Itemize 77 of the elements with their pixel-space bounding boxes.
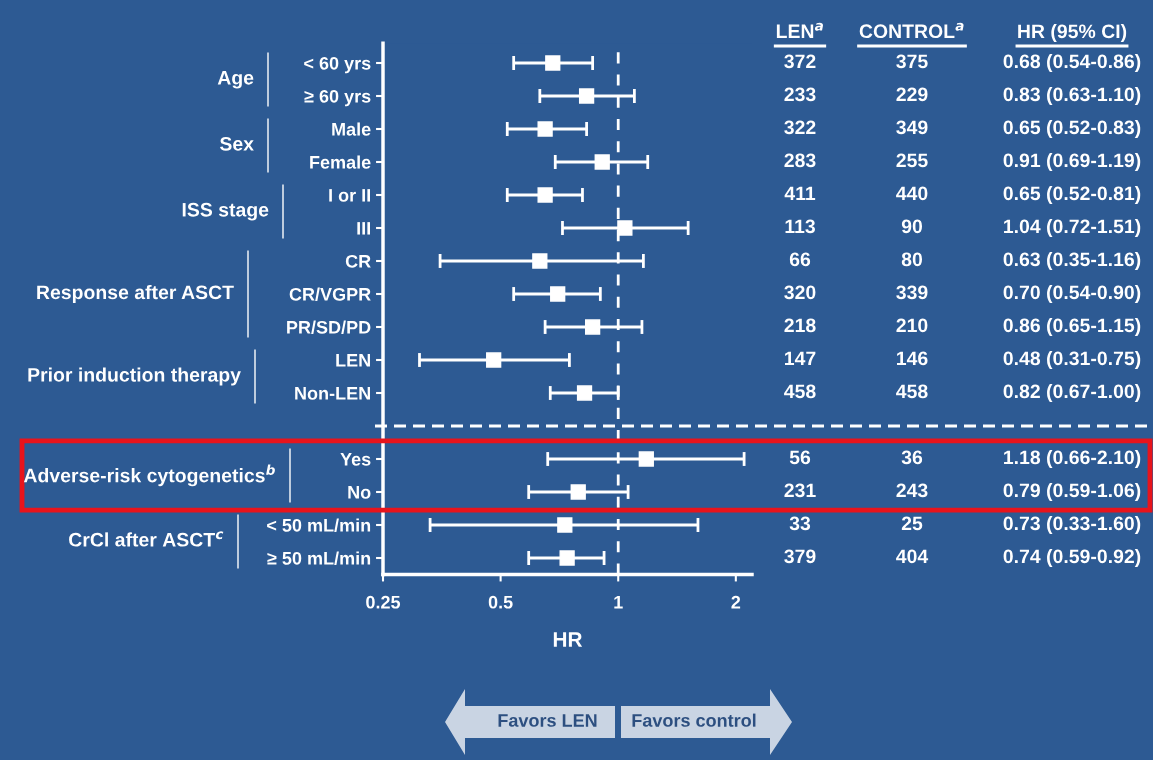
x-tick-label: 2 — [731, 595, 741, 609]
data-label: 0.91 (0.69-1.19) — [1003, 152, 1141, 172]
x-axis-title: HR — [553, 632, 583, 647]
data-label: 0.86 (0.65-1.15) — [1003, 317, 1141, 337]
text: 233 — [784, 87, 816, 102]
y-tick-label: CR — [345, 254, 371, 268]
text: 404 — [896, 549, 929, 564]
x-tick-label: 0.5 — [488, 595, 513, 609]
y-tick-label: < 60 yrs — [304, 56, 371, 74]
text: 243 — [896, 483, 928, 498]
y-tick-label: No — [348, 486, 371, 499]
text: 283 — [784, 153, 816, 168]
y-tick-label: ≥ 60 yrs — [304, 89, 371, 107]
text: 231 — [784, 483, 816, 498]
y-tick-label: Yes — [340, 453, 371, 466]
text: 113 — [785, 219, 815, 234]
text: Response after ASCT — [37, 284, 234, 304]
y-tick-label: Male — [332, 122, 371, 136]
text: 90 — [901, 219, 923, 234]
text: 147 — [785, 351, 816, 366]
text: 210 — [896, 318, 928, 333]
text: Age — [217, 71, 254, 89]
data-label: 0.65 (0.52-0.83) — [1003, 119, 1141, 139]
text: 218 — [784, 318, 816, 333]
text: LEN$^{a}$ — [776, 22, 823, 38]
text: CONTROL$^{a}$ — [859, 22, 964, 39]
text: HR (95% CI) — [1018, 23, 1127, 43]
text: Adverse-risk cytogenetics$^{b}$ — [23, 464, 275, 487]
text: 440 — [896, 186, 928, 201]
data-label: 0.83 (0.63-1.10) — [1003, 86, 1141, 106]
text: 255 — [896, 153, 928, 168]
text: 458 — [784, 384, 816, 399]
text: 411 — [784, 186, 816, 201]
y-tick-label: I or II — [329, 189, 370, 202]
text: 56 — [789, 450, 811, 465]
text: 66 — [789, 252, 811, 267]
data-label: 0.73 (0.33-1.60) — [1003, 515, 1141, 535]
text: Favors LEN — [498, 714, 597, 727]
text: 339 — [896, 285, 928, 300]
text: 33 — [789, 516, 811, 531]
data-label: 0.48 (0.31-0.75) — [1003, 350, 1141, 370]
y-tick-label: < 50 mL/min — [267, 518, 371, 532]
x-tick-label: 1 — [614, 596, 623, 609]
text: CrCl after ASCT$^{c}$ — [69, 531, 224, 547]
text: Sex — [219, 136, 254, 151]
data-label: 1.04 (0.72-1.51) — [1004, 218, 1141, 238]
text: 320 — [784, 285, 816, 300]
text: 36 — [901, 450, 923, 465]
data-label: 0.70 (0.54-0.90) — [1003, 284, 1141, 304]
text: ISS stage — [182, 202, 269, 221]
text: Favors control — [632, 713, 756, 727]
data-label: 0.63 (0.35-1.16) — [1003, 251, 1141, 271]
text: 349 — [896, 120, 928, 135]
y-tick-label: Non-LEN — [295, 387, 370, 400]
data-label: 0.79 (0.59-1.06) — [1003, 482, 1141, 502]
text: 229 — [896, 87, 928, 102]
x-tick-label: 0.25 — [366, 595, 401, 609]
text: 379 — [784, 549, 816, 564]
data-label: 0.82 (0.67-1.00) — [1003, 383, 1141, 403]
text: 80 — [901, 252, 923, 267]
y-tick-label: LEN — [336, 354, 370, 367]
data-label: 0.65 (0.52-0.81) — [1003, 185, 1141, 205]
y-tick-label: CR/VGPR — [289, 287, 371, 301]
data-label: 0.68 (0.54-0.86) — [1003, 53, 1141, 73]
text: 372 — [784, 54, 816, 69]
text: 146 — [897, 351, 928, 366]
text: 25 — [901, 516, 923, 531]
text: 322 — [784, 120, 816, 135]
y-tick-label: ≥ 50 mL/min — [267, 551, 371, 565]
text: Prior induction therapy — [28, 367, 241, 386]
text: 375 — [896, 54, 928, 69]
y-tick-label: PR/SD/PD — [287, 320, 371, 334]
y-tick-label: Female — [310, 155, 371, 169]
data-label: 0.74 (0.59-0.92) — [1003, 548, 1141, 568]
y-tick-label: III — [357, 222, 370, 235]
text: 458 — [896, 384, 928, 399]
data-label: 1.18 (0.66-2.10) — [1004, 449, 1141, 469]
